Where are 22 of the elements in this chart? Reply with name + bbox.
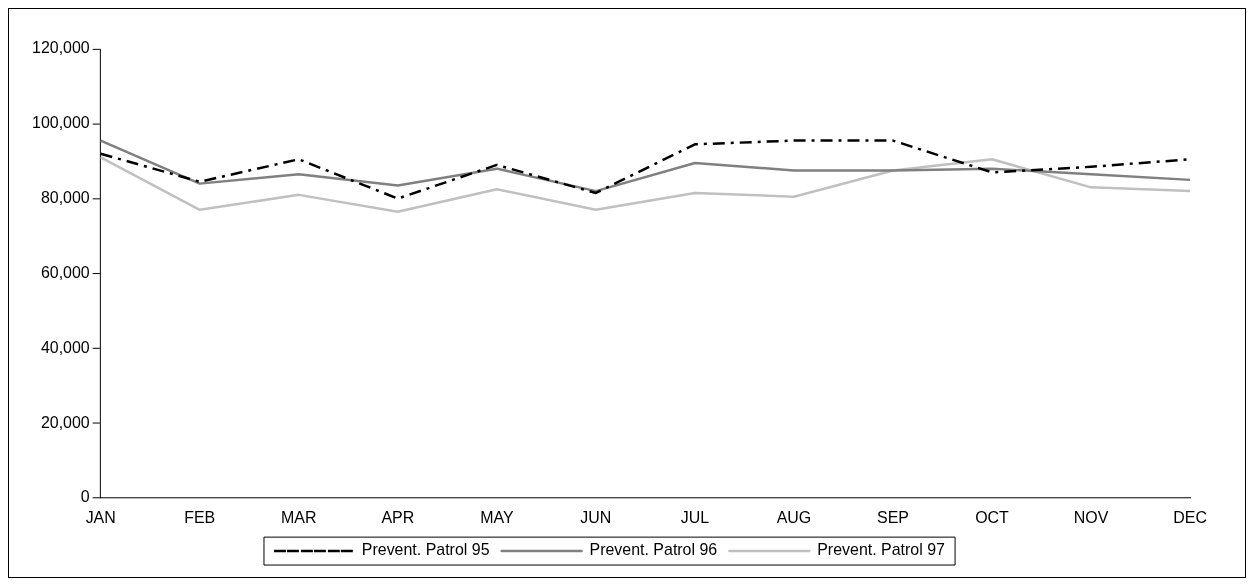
x-tick-label: OCT (975, 509, 1010, 526)
y-tick-label: 20,000 (40, 413, 90, 431)
x-tick-label: MAR (281, 509, 317, 526)
y-tick-label: 80,000 (40, 189, 90, 206)
y-tick-label: 100,000 (32, 114, 90, 132)
y-tick-label: 0 (80, 488, 90, 506)
y-tick-label: 60,000 (40, 263, 90, 281)
legend-label: Prevent. Patrol 97 (817, 541, 946, 559)
legend-label: Prevent. Patrol 95 (361, 541, 490, 559)
x-tick-label: MAY (480, 509, 514, 526)
y-tick-label: 120,000 (32, 39, 90, 57)
x-tick-label: JAN (85, 509, 116, 526)
y-tick-label: 40,000 (40, 338, 90, 356)
x-tick-label: NOV (1073, 509, 1109, 526)
x-tick-label: AUG (776, 509, 812, 526)
legend-label: Prevent. Patrol 96 (589, 541, 718, 559)
x-tick-label: APR (381, 509, 415, 526)
x-tick-label: FEB (184, 509, 216, 526)
x-tick-label: JUL (680, 509, 710, 526)
x-tick-label: SEP (877, 509, 909, 526)
x-tick-label: JUN (580, 509, 612, 526)
x-tick-label: DEC (1173, 509, 1207, 526)
